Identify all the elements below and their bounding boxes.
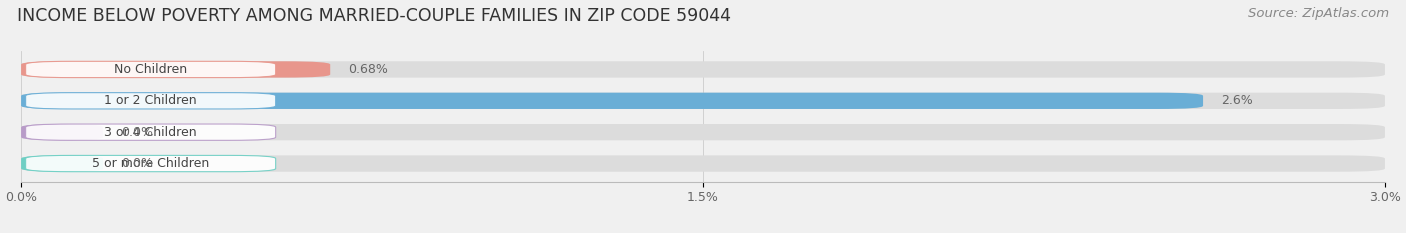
FancyBboxPatch shape	[21, 61, 1385, 78]
FancyBboxPatch shape	[25, 155, 276, 172]
Text: No Children: No Children	[114, 63, 187, 76]
FancyBboxPatch shape	[21, 93, 1204, 109]
FancyBboxPatch shape	[21, 124, 1385, 140]
Text: 0.0%: 0.0%	[121, 157, 153, 170]
Text: 3 or 4 Children: 3 or 4 Children	[104, 126, 197, 139]
Text: 2.6%: 2.6%	[1222, 94, 1253, 107]
FancyBboxPatch shape	[25, 61, 276, 78]
FancyBboxPatch shape	[25, 93, 276, 109]
FancyBboxPatch shape	[21, 61, 330, 78]
FancyBboxPatch shape	[21, 93, 1385, 109]
Text: Source: ZipAtlas.com: Source: ZipAtlas.com	[1249, 7, 1389, 20]
Text: 5 or more Children: 5 or more Children	[91, 157, 209, 170]
Text: 0.68%: 0.68%	[349, 63, 388, 76]
FancyBboxPatch shape	[21, 124, 103, 140]
FancyBboxPatch shape	[21, 155, 103, 172]
FancyBboxPatch shape	[21, 155, 1385, 172]
Text: INCOME BELOW POVERTY AMONG MARRIED-COUPLE FAMILIES IN ZIP CODE 59044: INCOME BELOW POVERTY AMONG MARRIED-COUPL…	[17, 7, 731, 25]
Text: 1 or 2 Children: 1 or 2 Children	[104, 94, 197, 107]
FancyBboxPatch shape	[25, 124, 276, 140]
Text: 0.0%: 0.0%	[121, 126, 153, 139]
